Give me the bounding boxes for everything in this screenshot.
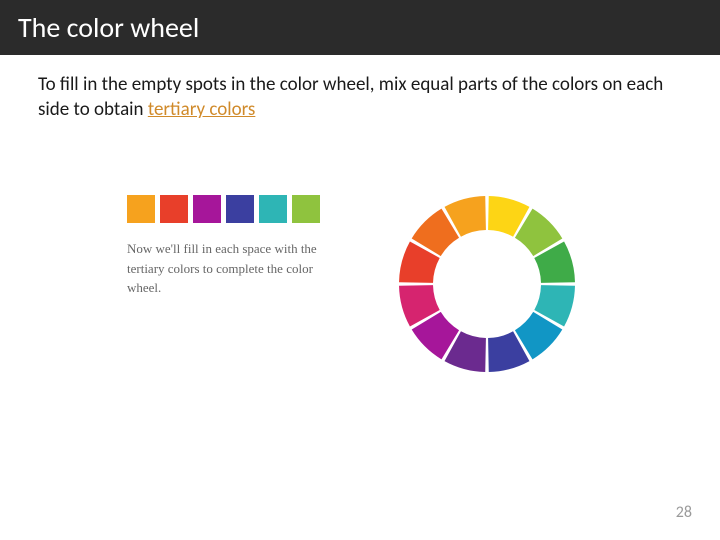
swatch-row [127,195,320,223]
swatch-0 [127,195,155,223]
figure-caption: Now we'll fill in each space with the te… [127,239,337,298]
figure-area: Now we'll fill in each space with the te… [127,195,607,415]
tertiary-colors-link[interactable]: tertiary colors [148,98,256,121]
swatch-5 [292,195,320,223]
swatch-1 [160,195,188,223]
swatch-4 [259,195,287,223]
body-text-before: To fill in the empty spots in the color … [38,73,663,121]
swatch-3 [226,195,254,223]
slide-header: The color wheel [0,0,720,55]
slide-title: The color wheel [18,10,199,45]
page-number: 28 [676,503,692,522]
swatch-2 [193,195,221,223]
color-wheel [392,189,582,384]
body-paragraph: To fill in the empty spots in the color … [0,55,720,122]
